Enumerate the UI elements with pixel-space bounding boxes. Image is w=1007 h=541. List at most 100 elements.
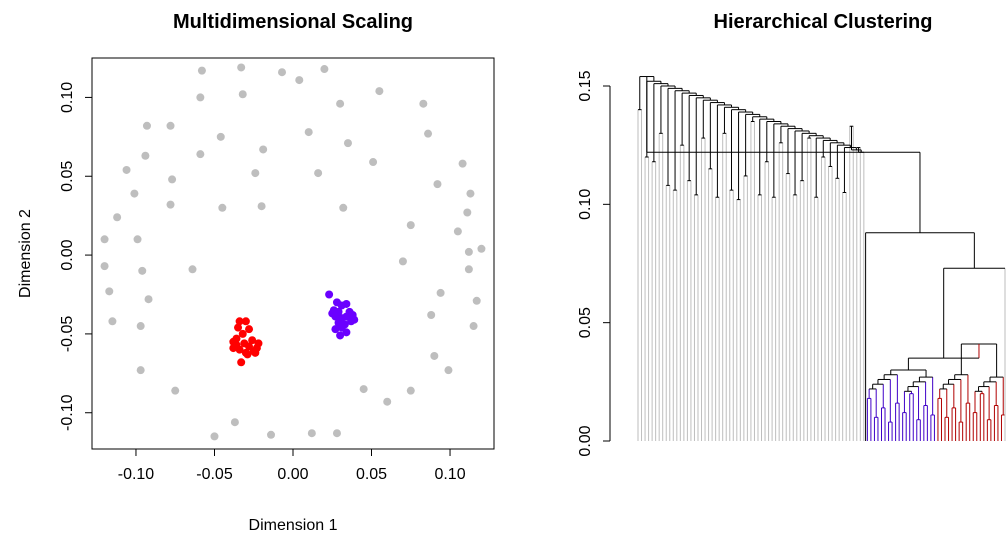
scatter-point: [196, 93, 205, 102]
x-tick-label: 0.05: [356, 466, 387, 483]
scatter-point: [142, 121, 151, 130]
scatter-point: [278, 68, 287, 77]
scatter-point: [229, 337, 238, 346]
scatter-point: [267, 430, 276, 439]
scatter-point: [136, 322, 145, 331]
scatter-point: [477, 244, 486, 253]
scatter-point: [320, 65, 329, 74]
y-tick-label: -0.10: [59, 394, 76, 431]
x-tick-label: 0.10: [434, 466, 465, 483]
y-tick-label: 0.00: [577, 425, 594, 456]
scatter-point: [307, 429, 316, 438]
scatter-point: [100, 235, 109, 244]
scatter-point: [336, 331, 345, 340]
chart-title: Multidimensional Scaling: [173, 11, 413, 33]
scatter-point: [464, 265, 473, 274]
scatter-point: [136, 366, 145, 375]
plot-frame: [91, 57, 495, 450]
scatter-point: [216, 132, 225, 141]
scatter-point: [332, 429, 341, 438]
scatter-point: [251, 169, 260, 178]
scatter-point: [466, 189, 475, 198]
scatter-point: [375, 87, 384, 96]
scatter-point: [144, 295, 153, 304]
scatter-point: [406, 386, 415, 395]
scatter-point: [433, 180, 442, 189]
y-tick-label: 0.05: [577, 307, 594, 338]
scatter-point: [133, 235, 142, 244]
scatter-point: [237, 358, 246, 367]
scatter-point: [230, 418, 239, 427]
scatter-point: [336, 99, 345, 108]
scatter-point: [458, 159, 467, 168]
scatter-point: [130, 189, 139, 198]
scatter-point: [342, 328, 351, 337]
scatter-point: [444, 366, 453, 375]
scatter-point: [218, 203, 227, 212]
scatter-point: [339, 203, 348, 212]
scatter-point: [237, 63, 246, 72]
scatter-point: [469, 322, 478, 331]
scatter-point: [210, 432, 219, 441]
scatter-point: [472, 296, 481, 305]
y-tick-label: 0.00: [59, 239, 76, 270]
scatter-point: [343, 139, 352, 148]
scatter-point: [398, 257, 407, 266]
scatter-point: [251, 348, 260, 357]
scatter-point: [245, 325, 254, 334]
scatter-point: [229, 344, 238, 353]
scatter-point: [105, 287, 114, 296]
scatter-point: [188, 265, 197, 274]
scatter-point: [424, 129, 433, 138]
scatter-point: [241, 317, 250, 326]
scatter-point: [314, 169, 323, 178]
scatter-point: [197, 66, 206, 75]
scatter-point: [238, 90, 247, 99]
scatter-point: [166, 121, 175, 130]
scatter-point: [453, 227, 462, 236]
x-tick-label: 0.00: [277, 466, 308, 483]
scatter-point: [168, 175, 177, 184]
scatter-point: [359, 385, 368, 394]
y-axis-title: Dimension 2: [17, 209, 34, 298]
scatter-point: [235, 317, 244, 326]
scatter-point: [342, 299, 351, 308]
y-tick-label: 0.05: [59, 161, 76, 192]
scatter-point: [406, 221, 415, 230]
scatter-point: [419, 99, 428, 108]
dendrogram-panel: Hierarchical Clustering 0.00 0.05 0.10 0.15: [577, 11, 1006, 457]
scatter-point: [248, 336, 257, 345]
x-tick-label: -0.10: [118, 466, 155, 483]
scatter-point: [304, 128, 313, 137]
x-tick-label: -0.05: [196, 466, 233, 483]
scatter-point: [171, 386, 180, 395]
scatter-point: [325, 290, 334, 299]
scatter-point: [328, 309, 337, 318]
scatter-point: [464, 247, 473, 256]
scatter-point: [166, 200, 175, 209]
scatter-point: [108, 317, 117, 326]
scatter-point: [100, 262, 109, 271]
scatter-point: [350, 315, 359, 324]
y-tick-label: -0.05: [59, 316, 76, 353]
scatter-point: [196, 150, 205, 159]
scatter-point: [463, 208, 472, 217]
scatter-point: [259, 145, 268, 154]
y-tick-label: 0.10: [577, 189, 594, 220]
y-tick-label: 0.10: [59, 82, 76, 113]
scatter-point: [430, 351, 439, 360]
scatter-point: [138, 266, 147, 275]
y-tick-label: 0.15: [577, 70, 594, 101]
scatter-point: [427, 310, 436, 319]
scatter-point: [257, 202, 266, 211]
scatter-point: [436, 288, 445, 297]
scatter-point: [295, 76, 304, 85]
scatter-point: [331, 325, 340, 334]
scatter-point: [383, 397, 392, 406]
scatter-point: [243, 350, 252, 359]
scatter-point: [369, 158, 378, 167]
scatter-point: [113, 213, 122, 222]
scatter-point: [235, 345, 244, 354]
x-axis-title: Dimension 1: [249, 517, 338, 534]
